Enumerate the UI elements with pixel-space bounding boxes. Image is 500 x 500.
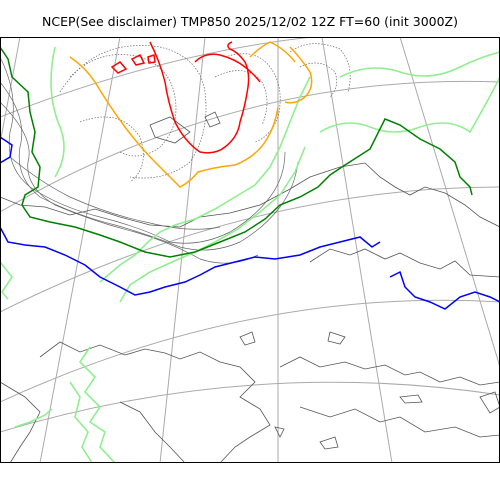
map-title: NCEP(See disclaimer) TMP850 2025/12/02 1…	[41, 14, 458, 29]
isotherm	[50, 46, 65, 178]
isotherm	[194, 53, 261, 83]
longitude-lines	[0, 37, 500, 463]
coastline	[149, 116, 191, 144]
latitude-line	[0, 37, 318, 118]
coastline	[319, 436, 339, 450]
blue-isotherms	[0, 136, 500, 310]
coastline	[39, 341, 271, 463]
isotherm	[0, 81, 299, 251]
isotherm	[9, 156, 221, 230]
coastline	[279, 356, 500, 386]
map-frame-border	[0, 37, 500, 463]
isotherm	[69, 381, 93, 463]
isotherm	[99, 76, 311, 283]
coastline	[0, 162, 500, 228]
isotherm	[0, 101, 259, 264]
weather-map	[0, 37, 500, 463]
isotherm	[389, 270, 500, 310]
isotherm	[78, 346, 116, 463]
coastline	[239, 331, 256, 346]
coastline	[479, 391, 500, 414]
isotherm	[149, 41, 250, 154]
orange-isotherms	[69, 41, 313, 188]
isotherm	[0, 56, 286, 244]
light-green-isotherms	[0, 46, 500, 463]
latitude-line	[0, 186, 500, 313]
coastline	[0, 381, 41, 463]
coastline	[399, 394, 423, 404]
isotherm	[130, 53, 146, 66]
isotherm	[69, 54, 177, 157]
coastline	[204, 111, 221, 128]
isotherm	[0, 136, 13, 164]
isotherm	[214, 70, 268, 126]
isotherm	[14, 408, 53, 428]
longitude-line	[39, 37, 121, 463]
gray-isotherms	[0, 56, 299, 264]
isotherm	[289, 43, 351, 93]
coastline	[119, 401, 186, 463]
latitude-line	[0, 80, 500, 213]
longitude-line	[399, 37, 500, 368]
isotherm	[59, 45, 207, 179]
coastline	[309, 248, 500, 278]
isotherm	[147, 54, 156, 64]
isotherm	[0, 226, 381, 296]
isotherm	[69, 56, 279, 188]
latitude-lines	[0, 37, 500, 433]
map-panel	[0, 37, 500, 463]
isotherm	[0, 261, 13, 300]
longitude-line	[0, 37, 21, 147]
isotherm	[339, 51, 500, 78]
isotherm	[119, 146, 306, 303]
isotherm	[299, 62, 337, 98]
isotherm	[0, 46, 473, 258]
longitude-line	[321, 37, 393, 463]
coastline	[327, 331, 346, 345]
isotherm	[284, 46, 313, 104]
coastline	[274, 426, 285, 438]
green-isotherms	[0, 46, 473, 258]
minor-isotherms	[59, 43, 351, 183]
coastlines	[0, 111, 500, 463]
isotherm	[249, 41, 296, 63]
latitude-line	[0, 381, 500, 433]
coastline	[299, 406, 500, 438]
latitude-line	[0, 299, 500, 403]
isotherm	[110, 61, 128, 74]
isotherm	[224, 53, 281, 143]
isotherm	[79, 116, 144, 183]
red-isotherms	[110, 41, 261, 154]
isotherm	[319, 76, 500, 134]
